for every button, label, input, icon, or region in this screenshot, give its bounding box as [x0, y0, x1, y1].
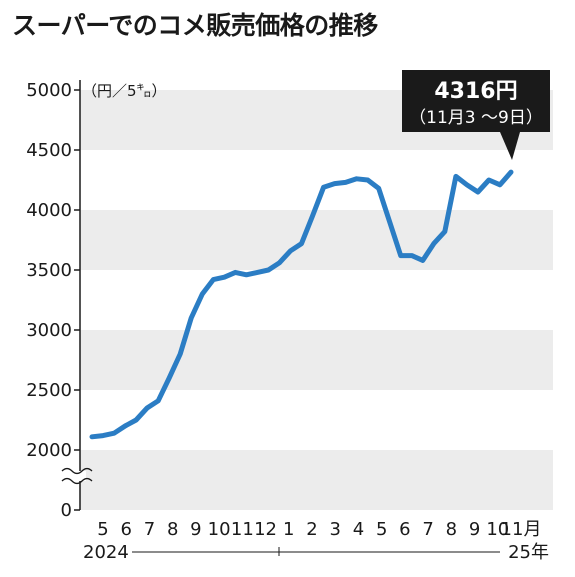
year-label-start: 2024	[83, 542, 129, 563]
year-label-end: 25年	[508, 542, 549, 563]
x-tick-label: 8	[167, 519, 178, 540]
y-tick-label: 4500	[26, 140, 72, 161]
x-tick-label: 8	[446, 519, 457, 540]
y-tick-labels: 5000 4500 4000 3500 3000 2500 2000 0	[26, 80, 80, 521]
grid-band	[80, 450, 553, 510]
y-tick-label: 4000	[26, 200, 72, 221]
y-tick-label: 3500	[26, 260, 72, 281]
x-tick-label: 11	[231, 519, 254, 540]
axis-break-wave	[61, 467, 93, 475]
latest-value-callout: 4316円 （11月3 〜9日）	[402, 70, 550, 160]
x-tick-label: 3	[329, 519, 340, 540]
grid-band	[80, 210, 553, 270]
axis-break-gap	[64, 471, 86, 481]
x-tick-label: 10	[486, 519, 509, 540]
y-tick-label: 3000	[26, 320, 72, 341]
x-tick-label: 5	[97, 519, 108, 540]
x-tick-label: 4	[353, 519, 364, 540]
x-tick-label: 9	[190, 519, 201, 540]
year-axis: 2024 25年	[83, 542, 549, 563]
x-tick-label: 6	[120, 519, 131, 540]
x-tick-label: 11月	[501, 519, 542, 540]
callout-pointer	[500, 132, 520, 160]
unit-label: （円／5㌔）	[82, 82, 167, 100]
x-tick-label: 12	[254, 519, 277, 540]
y-tick-label: 0	[61, 500, 72, 521]
callout-period: （11月3 〜9日）	[409, 108, 543, 128]
y-tick-label: 2000	[26, 440, 72, 461]
callout-value: 4316円	[434, 79, 517, 104]
axis-break-mark	[61, 467, 93, 485]
x-tick-label: 6	[399, 519, 410, 540]
chart-title: スーパーでのコメ販売価格の推移	[12, 11, 378, 40]
grid-band	[80, 330, 553, 390]
x-tick-label: 1	[283, 519, 294, 540]
x-tick-label: 5	[376, 519, 387, 540]
x-tick-label: 7	[422, 519, 433, 540]
series-layer	[89, 169, 514, 440]
x-tick-label: 9	[469, 519, 480, 540]
series-line	[89, 169, 514, 440]
callout-box	[402, 70, 550, 132]
axis-break-wave	[61, 477, 93, 485]
x-tick-label: 2	[306, 519, 317, 540]
grid-bands	[80, 90, 553, 510]
y-tick-label: 5000	[26, 80, 72, 101]
x-tick-label: 10	[208, 519, 231, 540]
x-tick-label: 7	[144, 519, 155, 540]
y-tick-label: 2500	[26, 380, 72, 401]
